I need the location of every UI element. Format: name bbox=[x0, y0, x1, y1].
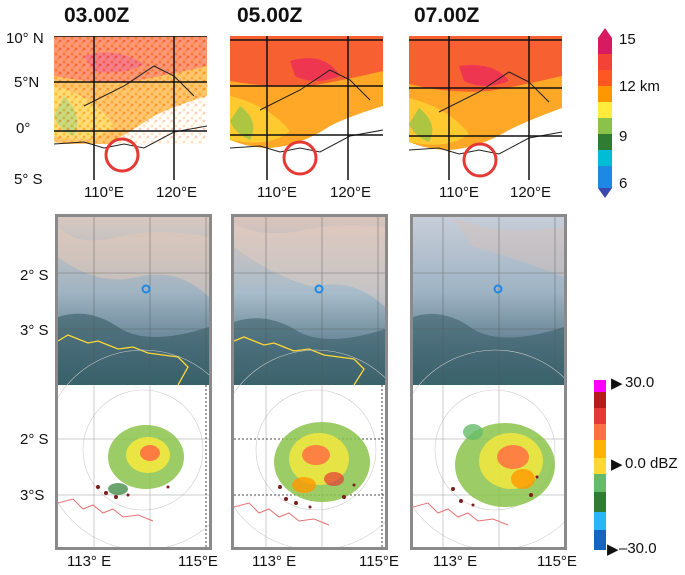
time-label-2: 05.00Z bbox=[237, 4, 303, 27]
lat-label-5s: 5° S bbox=[14, 171, 43, 188]
lon-label-110e-2: 110°E bbox=[257, 184, 297, 201]
radar-tick-30: ▶ bbox=[611, 375, 623, 392]
cloud-top-map-2 bbox=[230, 36, 383, 180]
cloud-top-colorbar bbox=[598, 28, 612, 198]
lon-label-115e-2: 115°E bbox=[359, 553, 399, 570]
lon-label-113e-2: 113° E bbox=[252, 553, 297, 570]
cbar-label-15: 15 bbox=[619, 31, 636, 48]
lon-label-113e-1: 113° E bbox=[67, 553, 112, 570]
lat-label-10n: 10° N bbox=[6, 30, 44, 47]
lat-label-2s-radar: 2° S bbox=[20, 431, 49, 448]
sat-radar-panel-1 bbox=[55, 214, 212, 550]
lon-label-110e-3: 110°E bbox=[439, 184, 479, 201]
sat-radar-panel-2 bbox=[231, 214, 388, 550]
lon-label-120e-2: 120°E bbox=[330, 184, 372, 201]
radar-label-minus30: –30.0 bbox=[619, 540, 657, 557]
cbar-label-12km: 12 km bbox=[619, 78, 660, 95]
time-label-1: 03.00Z bbox=[64, 4, 130, 27]
sat-radar-panel-3 bbox=[410, 214, 567, 550]
lat-label-5n: 5°N bbox=[14, 74, 40, 91]
radar-label-30: 30.0 bbox=[625, 374, 655, 391]
lat-label-3s-radar: 3°S bbox=[20, 487, 45, 504]
radar-tick-minus30: ▶ bbox=[607, 541, 619, 558]
lon-label-110e-1: 110°E bbox=[84, 184, 124, 201]
lon-label-113e-3: 113° E bbox=[433, 553, 478, 570]
lat-label-0: 0° bbox=[16, 120, 31, 137]
cloud-top-map-3 bbox=[409, 36, 562, 180]
lat-label-2s-sat: 2° S bbox=[20, 267, 49, 284]
radar-tick-0: ▶ bbox=[611, 456, 623, 473]
time-label-3: 07.00Z bbox=[414, 4, 480, 27]
lon-label-115e-3: 115°E bbox=[537, 553, 577, 570]
lon-label-120e-1: 120°E bbox=[156, 184, 198, 201]
cbar-label-6: 6 bbox=[619, 175, 628, 192]
cbar-label-9: 9 bbox=[619, 128, 628, 145]
radar-label-0dbz: 0.0 dBZ bbox=[625, 455, 678, 472]
cloud-top-map-1 bbox=[54, 36, 207, 180]
radar-colorbar bbox=[594, 380, 606, 550]
lon-label-120e-3: 120°E bbox=[510, 184, 552, 201]
lat-label-3s-sat: 3° S bbox=[20, 322, 49, 339]
lon-label-115e-1: 115°E bbox=[178, 553, 218, 570]
